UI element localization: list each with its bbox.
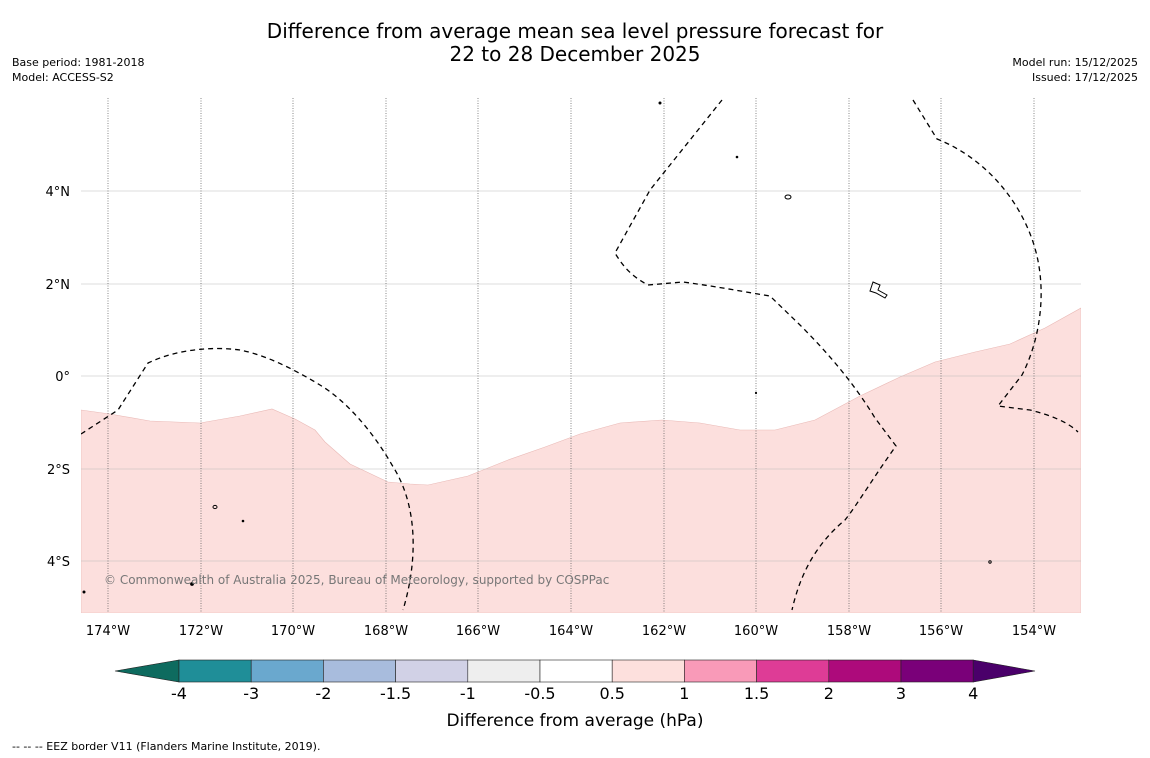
- island-10: [82, 590, 86, 594]
- colorbar-tick-label: 0.5: [599, 684, 624, 703]
- lon-label-160w: 160°W: [734, 624, 778, 639]
- colorbar-cell: [178, 659, 252, 683]
- lon-label-172w: 172°W: [179, 624, 223, 639]
- map-area: © Commonwealth of Australia 2025, Bureau…: [81, 98, 1081, 613]
- copyright-notice: © Commonwealth of Australia 2025, Bureau…: [104, 573, 609, 587]
- model-run-label: Model run: 15/12/2025: [1012, 56, 1138, 69]
- latitude-labels: 4°N 2°N 0° 2°S 4°S: [46, 185, 71, 570]
- colorbar-tick-label: 2: [824, 684, 834, 703]
- colorbar-cell: [828, 659, 902, 683]
- colorbar-cell: [900, 659, 974, 683]
- island-9: [754, 391, 758, 395]
- lon-label-162w: 162°W: [642, 624, 686, 639]
- colorbar: -4 -3 -2 -1.5 -1 -0.5 0.5 1 1.5 2 3 4 Difference fr…: [114, 659, 1036, 731]
- colorbar-label: Difference from average (hPa): [447, 711, 704, 731]
- model-label: Model: ACCESS-S2: [12, 71, 114, 84]
- colorbar-cells: [114, 659, 1036, 683]
- issued-label: Issued: 17/12/2025: [1031, 71, 1138, 84]
- island-4: [190, 582, 194, 586]
- lat-label-4s: 4°S: [47, 555, 70, 570]
- lon-label-154w: 154°W: [1012, 624, 1056, 639]
- colorbar-cell: [395, 659, 469, 683]
- colorbar-cell: [323, 659, 396, 683]
- island-7: [988, 560, 992, 564]
- lon-label-168w: 168°W: [364, 624, 408, 639]
- colorbar-tick-label: -2: [315, 684, 331, 703]
- lon-label-166w: 166°W: [456, 624, 500, 639]
- lon-label-170w: 170°W: [271, 624, 315, 639]
- island-5: [658, 101, 662, 105]
- islands: [82, 101, 992, 594]
- colorbar-cell: [611, 659, 685, 683]
- latitude-gridlines: [81, 190, 1081, 562]
- longitude-gridlines: [107, 98, 1035, 613]
- colorbar-tick-label: 1.5: [744, 684, 769, 703]
- colorbar-tick-label: 3: [896, 684, 906, 703]
- colorbar-cell: [250, 659, 324, 683]
- colorbar-tick-label: 1: [679, 684, 689, 703]
- island-2: [869, 281, 888, 299]
- colorbar-cell: [684, 659, 757, 683]
- lon-label-156w: 156°W: [919, 624, 963, 639]
- colorbar-tick-label: -0.5: [524, 684, 555, 703]
- longitude-labels: 174°W 172°W 170°W 168°W 166°W 164°W 162°…: [86, 624, 1056, 639]
- anomaly-shaded-region: [81, 307, 1081, 613]
- lon-label-158w: 158°W: [827, 624, 871, 639]
- title-line-2: 22 to 28 December 2025: [449, 42, 701, 66]
- eez-border-west: [81, 347, 414, 611]
- eez-border-central: [614, 99, 897, 611]
- colorbar-extend-low: [114, 659, 180, 683]
- lon-label-164w: 164°W: [549, 624, 593, 639]
- colorbar-cell: [539, 659, 613, 683]
- island-3: [212, 504, 218, 510]
- meta-right: Model run: 15/12/2025 Issued: 17/12/2025: [1012, 55, 1138, 85]
- colorbar-cell: [756, 659, 830, 683]
- island-1: [784, 194, 792, 200]
- colorbar-tick-label: 4: [968, 684, 978, 703]
- meta-left: Base period: 1981-2018 Model: ACCESS-S2: [12, 55, 144, 85]
- lat-label-equator: 0°: [55, 370, 70, 385]
- colorbar-tick-label: -3: [243, 684, 259, 703]
- title-line-1: Difference from average mean sea level p…: [266, 19, 884, 43]
- lat-label-4n: 4°N: [46, 185, 71, 200]
- colorbar-ticks: -4 -3 -2 -1.5 -1 -0.5 0.5 1 1.5 2 3 4: [171, 684, 978, 703]
- lat-label-2s: 2°S: [47, 463, 70, 478]
- island-6: [735, 155, 739, 159]
- lat-label-2n: 2°N: [46, 278, 71, 293]
- lon-label-174w: 174°W: [86, 624, 130, 639]
- base-period-label: Base period: 1981-2018: [12, 56, 145, 69]
- eez-borders: [81, 99, 1079, 611]
- colorbar-tick-label: -1: [460, 684, 476, 703]
- chart-title: Difference from average mean sea level p…: [0, 20, 1150, 66]
- colorbar-extend-high: [972, 659, 1036, 683]
- colorbar-tick-label: -1.5: [380, 684, 411, 703]
- eez-footnote: -- -- -- EEZ border V11 (Flanders Marine…: [12, 740, 321, 753]
- island-8: [241, 519, 245, 523]
- eez-border-east: [912, 99, 1079, 433]
- colorbar-tick-label: -4: [171, 684, 187, 703]
- colorbar-cell: [467, 659, 541, 683]
